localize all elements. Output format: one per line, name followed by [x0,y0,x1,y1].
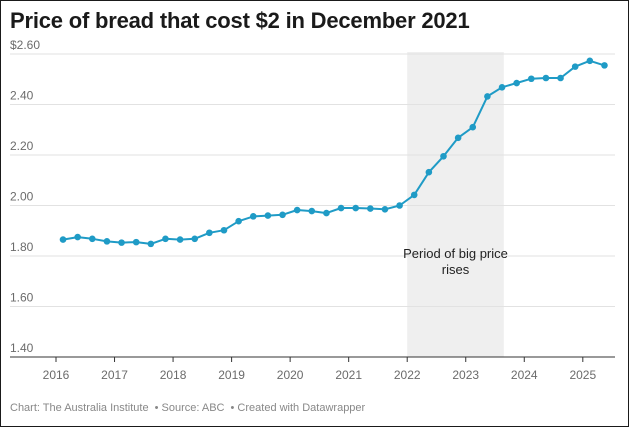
footer-separator: • [151,402,159,414]
y-tick-label: 2.20 [10,139,34,153]
y-tick-label: 2.40 [10,89,34,103]
data-point [381,205,389,213]
data-point [279,211,286,219]
x-tick-label: 2024 [511,368,538,382]
y-tick-label: $2.60 [10,38,40,52]
data-point [264,212,272,219]
data-point [88,235,96,243]
chart-footer: Chart: The Australia Institute • Source: … [10,402,365,414]
data-point [220,226,228,234]
data-point [337,204,345,212]
data-point [162,235,169,243]
x-tick-label: 2020 [277,368,304,382]
data-point [235,217,242,225]
annotation-layer: Period of big price rises [403,246,508,277]
data-point [484,93,491,100]
data-point [454,134,462,142]
x-axis: 2016 2017 2018 2019 2020 2021 2022 2023 2024 2025 [43,357,596,382]
data-point [147,240,155,248]
chart-title: Price of bread that cost $2 in December … [10,8,470,33]
data-point [513,79,520,87]
data-point [410,191,418,199]
data-point [118,239,125,246]
y-tick-label: 1.40 [10,341,34,355]
x-tick-label: 2016 [43,368,70,382]
data-point [527,75,535,83]
series-line [62,59,605,245]
data-point [469,123,477,131]
data-point [132,238,140,246]
data-point [191,235,199,243]
x-tick-label: 2017 [101,368,128,382]
data-point [425,168,433,176]
data-point [249,213,257,220]
data-point [440,152,447,160]
data-point [59,236,67,243]
data-point [308,207,316,215]
footer-separator: • [227,402,235,414]
x-tick-label: 2023 [452,368,479,382]
x-tick-label: 2025 [569,368,596,382]
x-tick-label: 2018 [160,368,187,382]
data-point [571,63,579,70]
x-tick-label: 2021 [335,368,362,382]
data-point [74,233,81,241]
y-tick-label: 2.00 [10,190,34,204]
data-point [352,204,359,212]
data-point [176,236,184,243]
data-point [586,57,594,65]
annotation-text-line: rises [442,262,470,277]
grid-layer: 1.40 1.60 1.80 2.00 2.20 2.40 $2.60 [10,38,615,358]
data-point [498,84,506,91]
series-layer [59,57,608,248]
annotation-text: Period of big price rises [403,246,508,277]
data-point [557,74,564,82]
y-tick-label: 1.80 [10,240,34,254]
data-point [367,205,374,212]
data-point [542,74,550,82]
footer-chart-credit: Chart: The Australia Institute [10,402,149,414]
x-tick-label: 2022 [394,368,421,382]
data-point [293,206,301,214]
footer-source: Source: ABC [161,402,225,414]
x-tick-label: 2019 [218,368,245,382]
data-point [103,238,111,245]
data-point [601,62,608,69]
footer-created-with: Created with Datawrapper [237,402,366,414]
annotation-text-line: Period of big price [403,246,508,261]
y-tick-label: 1.60 [10,291,34,305]
data-point [396,202,403,209]
data-point [323,209,330,217]
data-point [206,229,213,237]
